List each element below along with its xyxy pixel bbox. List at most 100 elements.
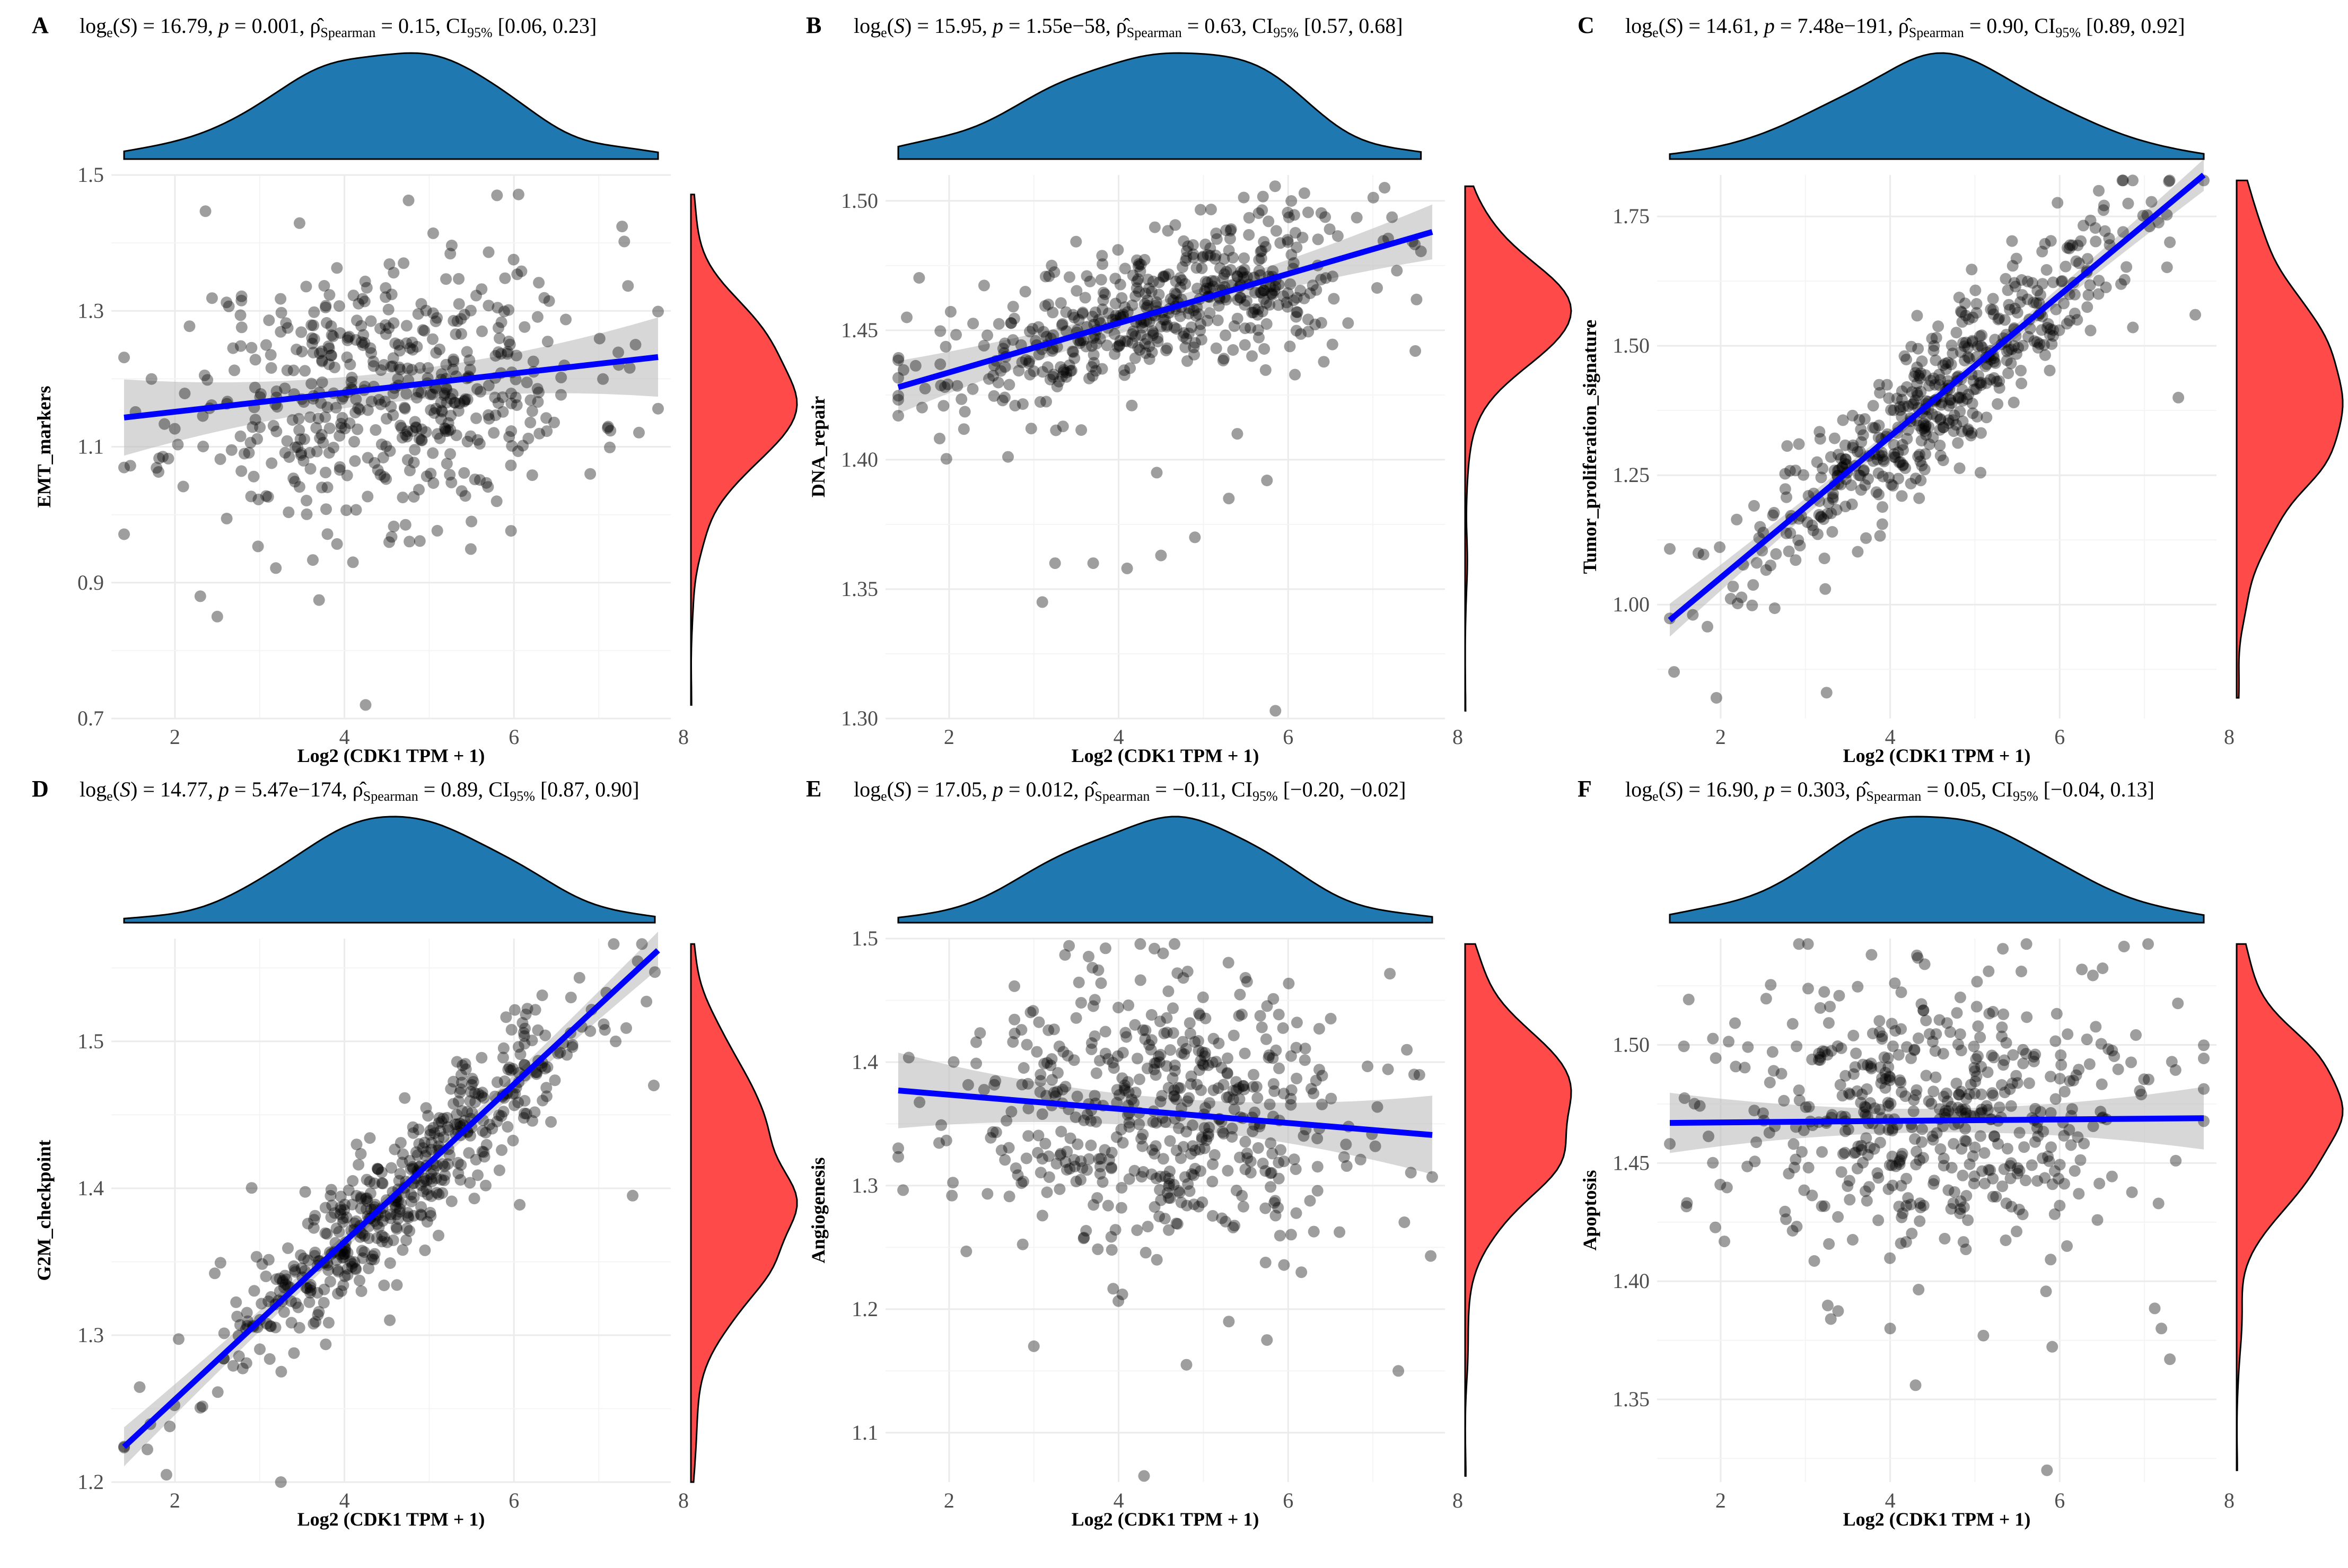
data-point <box>407 1121 419 1133</box>
data-point <box>1912 952 1924 964</box>
data-point <box>465 1085 477 1098</box>
data-point <box>1287 257 1300 269</box>
data-point <box>1923 380 1935 392</box>
data-point <box>317 436 329 449</box>
data-point <box>1291 292 1303 304</box>
data-point <box>1264 299 1276 311</box>
data-point <box>1129 330 1141 342</box>
data-point <box>1199 1012 1212 1024</box>
data-point <box>2012 1162 2024 1174</box>
data-point <box>2093 275 2105 287</box>
data-point <box>1170 1093 1182 1105</box>
data-point <box>2050 303 2062 316</box>
data-point <box>1974 1031 1986 1044</box>
data-point <box>1246 306 1258 319</box>
data-point <box>1095 1153 1107 1165</box>
data-point <box>1957 384 1968 396</box>
data-point <box>1169 1065 1181 1077</box>
y-axis-label: Angiogenesis <box>808 1157 829 1263</box>
data-point <box>344 417 356 430</box>
data-point <box>1908 1094 1920 1106</box>
data-point <box>1257 190 1269 203</box>
data-point <box>1177 972 1189 984</box>
data-point <box>341 1269 354 1281</box>
data-point <box>1906 386 1918 398</box>
data-point <box>499 272 511 284</box>
data-point <box>1997 943 2009 955</box>
data-point <box>1236 1189 1248 1202</box>
data-point <box>1178 327 1190 339</box>
data-point <box>1210 249 1222 261</box>
data-point <box>1056 319 1068 331</box>
data-point <box>308 319 319 331</box>
data-point <box>421 1216 433 1228</box>
data-point <box>1156 1090 1168 1102</box>
data-point <box>1042 1150 1055 1162</box>
data-point <box>2022 275 2034 287</box>
data-point <box>495 1110 507 1122</box>
data-point <box>274 1272 286 1284</box>
data-point <box>1932 320 1944 332</box>
data-point <box>223 300 235 312</box>
data-point <box>282 1242 294 1254</box>
data-point <box>376 1236 388 1248</box>
data-point <box>2031 1122 2043 1134</box>
data-point <box>2069 1165 2081 1177</box>
data-point <box>337 1252 349 1264</box>
data-point <box>519 1038 531 1050</box>
data-point <box>1885 404 1897 416</box>
data-point <box>1897 459 1909 471</box>
data-point <box>1911 378 1923 390</box>
data-point <box>285 1317 297 1329</box>
data-point <box>540 1090 553 1102</box>
data-point <box>1909 1133 1921 1145</box>
data-point <box>1265 1137 1277 1149</box>
y-tick-label: 1.40 <box>1613 1269 1650 1293</box>
data-point <box>1161 342 1173 354</box>
data-point <box>1099 942 1111 954</box>
data-point <box>1806 1053 1818 1065</box>
data-point <box>327 442 339 453</box>
data-point <box>1235 266 1247 277</box>
data-point <box>1224 224 1237 236</box>
data-point <box>420 1146 433 1158</box>
data-point <box>1094 1161 1106 1172</box>
data-point <box>293 424 305 436</box>
data-point <box>314 432 326 444</box>
data-point <box>1882 1052 1894 1064</box>
data-point <box>1109 273 1122 285</box>
data-point <box>1180 1126 1193 1138</box>
data-point <box>1123 1121 1135 1133</box>
data-point <box>1707 1032 1719 1045</box>
data-point <box>1956 1103 1968 1115</box>
data-point <box>2198 1039 2210 1052</box>
data-point <box>420 1183 433 1195</box>
data-point <box>1159 314 1171 326</box>
data-point <box>993 318 1005 330</box>
data-point <box>427 307 439 319</box>
data-point <box>1187 1140 1199 1152</box>
data-point <box>1184 1017 1196 1029</box>
data-point <box>1340 1138 1352 1151</box>
data-point <box>1996 1180 2009 1193</box>
data-point <box>1882 1100 1895 1112</box>
data-point <box>1975 379 1987 391</box>
data-point <box>1794 539 1806 551</box>
data-point <box>2042 318 2054 330</box>
data-point <box>495 348 507 360</box>
data-point <box>1937 1048 1949 1060</box>
data-point <box>1952 1038 1964 1050</box>
data-point <box>1282 287 1294 299</box>
data-point <box>1765 979 1777 991</box>
data-point <box>2049 1035 2062 1047</box>
data-point <box>254 1343 266 1355</box>
panel-letter: D <box>32 776 49 802</box>
data-point <box>392 373 404 385</box>
data-point <box>337 1279 349 1291</box>
data-point <box>2073 1188 2085 1200</box>
data-point <box>1950 419 1962 431</box>
data-point <box>470 290 482 302</box>
data-point <box>448 353 460 365</box>
data-point <box>1143 282 1155 294</box>
data-point <box>1788 1138 1800 1150</box>
